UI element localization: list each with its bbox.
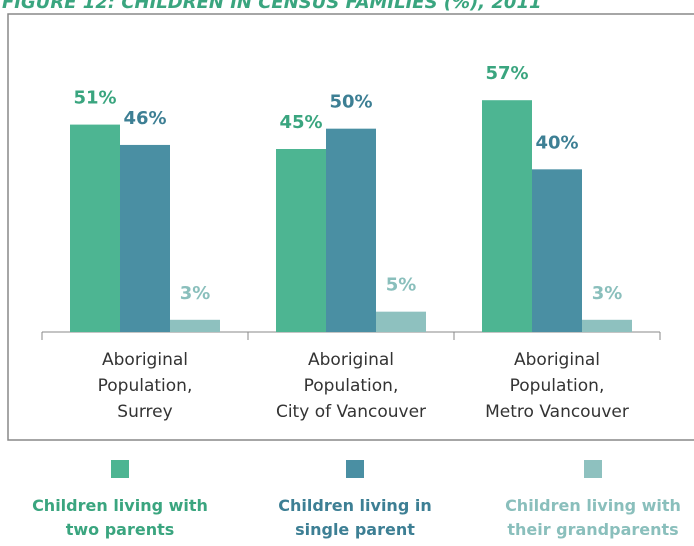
x-tick-label: Population, [510, 376, 605, 396]
value-label: 45% [279, 112, 322, 133]
chart-title: FIGURE 12: CHILDREN IN CENSUS FAMILIES (… [2, 0, 542, 13]
bar [532, 169, 582, 332]
legend-label: Children living with two parents [32, 496, 208, 539]
legend-label: Children living with their grandparents [505, 496, 681, 539]
bar [120, 144, 170, 332]
x-tick-label: Aboriginal [102, 350, 188, 370]
legend-swatch [584, 460, 602, 478]
x-tick-label: Metro Vancouver [485, 402, 629, 422]
x-tick-label: Population, [304, 376, 399, 396]
legend-label: Children living in single parent househo… [278, 496, 432, 546]
x-tick-label: Surrey [117, 402, 172, 422]
value-label: 46% [123, 108, 166, 129]
x-tick-label: City of Vancouver [276, 402, 426, 422]
value-label: 5% [386, 275, 417, 296]
x-tick-label: Aboriginal [308, 350, 394, 370]
legend-swatch [346, 460, 364, 478]
bar [170, 319, 220, 332]
bar [482, 100, 532, 332]
bar [70, 124, 120, 332]
value-label: 51% [73, 88, 116, 109]
legend-swatch [111, 460, 129, 478]
bar [376, 311, 426, 332]
x-tick-label: Population, [98, 376, 193, 396]
value-label: 3% [180, 283, 211, 304]
bar [276, 149, 326, 332]
value-label: 3% [592, 283, 623, 304]
value-label: 40% [535, 132, 578, 153]
frame [7, 13, 694, 441]
bar [582, 319, 632, 332]
x-tick-label: Aboriginal [514, 350, 600, 370]
value-label: 57% [485, 63, 528, 84]
bar [326, 128, 376, 332]
value-label: 50% [329, 92, 372, 113]
